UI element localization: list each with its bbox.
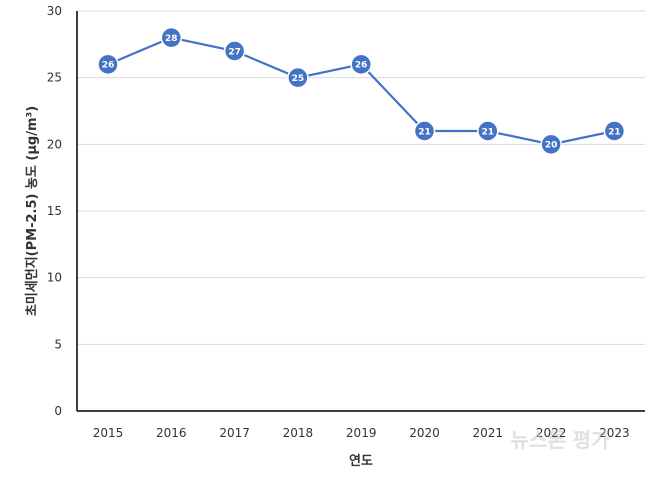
y-tick-label: 10 — [47, 271, 62, 285]
x-tick-label: 2022 — [536, 426, 567, 440]
y-tick-label: 20 — [47, 137, 62, 151]
x-tick-label: 2023 — [599, 426, 630, 440]
y-tick-label: 30 — [47, 4, 62, 18]
y-axis-title: 초미세먼지(PM-2.5) 농도 (μg/m³) — [24, 106, 40, 316]
data-point — [413, 120, 436, 142]
data-point — [97, 53, 119, 76]
y-tick-label: 5 — [54, 337, 62, 351]
x-tick-label: 2017 — [219, 426, 250, 440]
data-label: 26 — [102, 61, 115, 71]
data-label: 26 — [355, 61, 368, 71]
data-label: 20 — [545, 141, 558, 151]
data-label: 28 — [165, 34, 178, 44]
watermark-text: 뉴스톤 평가 — [511, 428, 611, 452]
data-point — [160, 26, 183, 49]
axes — [76, 11, 645, 412]
x-tick-label: 2021 — [473, 426, 504, 440]
data-point — [350, 53, 372, 76]
gridlines — [77, 10, 645, 345]
x-tick-label: 2019 — [346, 426, 377, 440]
x-tick-labels: 2015 2016 2017 2018 2019 2020 2021 2022 2023 — [93, 426, 630, 440]
y-tick-label: 0 — [54, 404, 62, 418]
x-tick-label: 2020 — [409, 426, 440, 440]
y-tick-label: 25 — [47, 71, 62, 85]
x-tick-label: 2016 — [156, 426, 187, 440]
data-label: 27 — [228, 47, 241, 57]
x-tick-label: 2015 — [93, 426, 124, 440]
data-label: 21 — [482, 127, 495, 137]
data-point — [477, 120, 499, 142]
data-label: 25 — [292, 74, 305, 84]
data-label: 21 — [418, 127, 431, 137]
y-tick-labels: 0 5 10 15 20 25 30 — [47, 4, 62, 418]
series-group: 26 28 27 25 26 21 21 20 21 — [97, 26, 626, 156]
data-label: 21 — [608, 127, 621, 137]
data-point — [603, 120, 626, 142]
data-point — [287, 66, 309, 89]
x-axis-title: 연도 — [349, 454, 373, 469]
data-point — [540, 133, 562, 156]
data-point — [223, 40, 246, 62]
y-tick-label: 15 — [47, 204, 62, 218]
x-tick-label: 2018 — [283, 426, 314, 440]
